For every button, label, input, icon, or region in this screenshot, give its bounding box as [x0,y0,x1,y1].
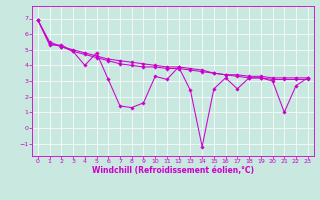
X-axis label: Windchill (Refroidissement éolien,°C): Windchill (Refroidissement éolien,°C) [92,166,254,175]
